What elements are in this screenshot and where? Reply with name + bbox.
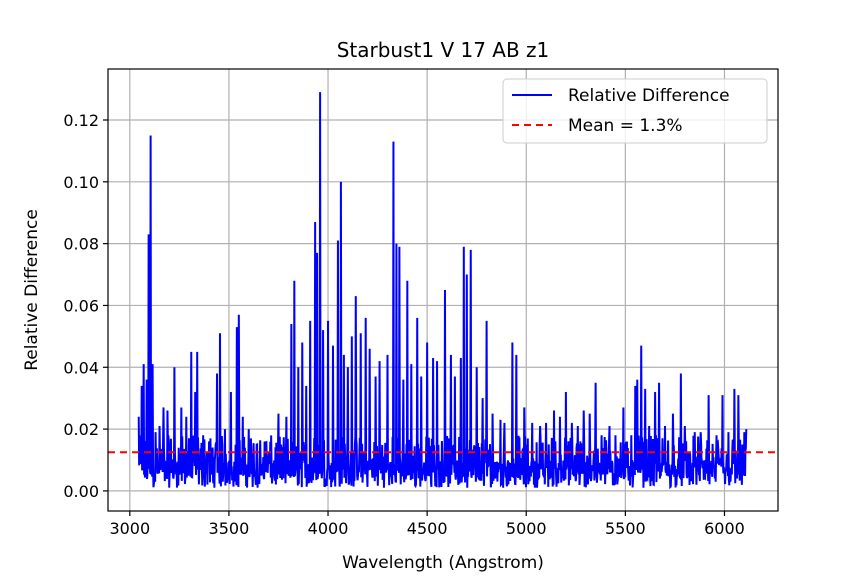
y-axis-title: Relative Difference [22, 209, 42, 371]
x-tick-label: 6000 [704, 519, 745, 538]
plot-frame [107, 68, 779, 512]
x-tick-label: 5000 [506, 519, 547, 538]
x-tick-label: 3000 [109, 519, 150, 538]
legend-label-mean: Mean = 1.3% [568, 116, 683, 136]
legend: Relative Difference Mean = 1.3% [502, 78, 768, 144]
x-axis-title: Wavelength (Angstrom) [342, 553, 544, 573]
x-tick-label: 4500 [407, 519, 448, 538]
y-tick-label: 0.12 [63, 111, 99, 130]
legend-label-relative-difference: Relative Difference [568, 86, 730, 106]
y-tick-label: 0.04 [63, 358, 99, 377]
legend-box [502, 78, 768, 144]
x-tick-label: 4000 [308, 519, 349, 538]
y-tick-label: 0.10 [63, 173, 99, 192]
chart-title: Starbust1 V 17 AB z1 [337, 38, 550, 62]
relative-difference-series-line [137, 92, 748, 490]
y-tick-label: 0.00 [63, 482, 99, 501]
y-tick-label: 0.02 [63, 420, 99, 439]
y-tick-label: 0.06 [63, 296, 99, 315]
series-layer [108, 92, 778, 490]
x-tick-label: 3500 [209, 519, 250, 538]
x-tick-label: 5500 [605, 519, 646, 538]
y-tick-label: 0.08 [63, 235, 99, 254]
ticks: 3000 3500 4000 4500 5000 5500 6000 0.00 0.02 0.04… [63, 111, 744, 538]
